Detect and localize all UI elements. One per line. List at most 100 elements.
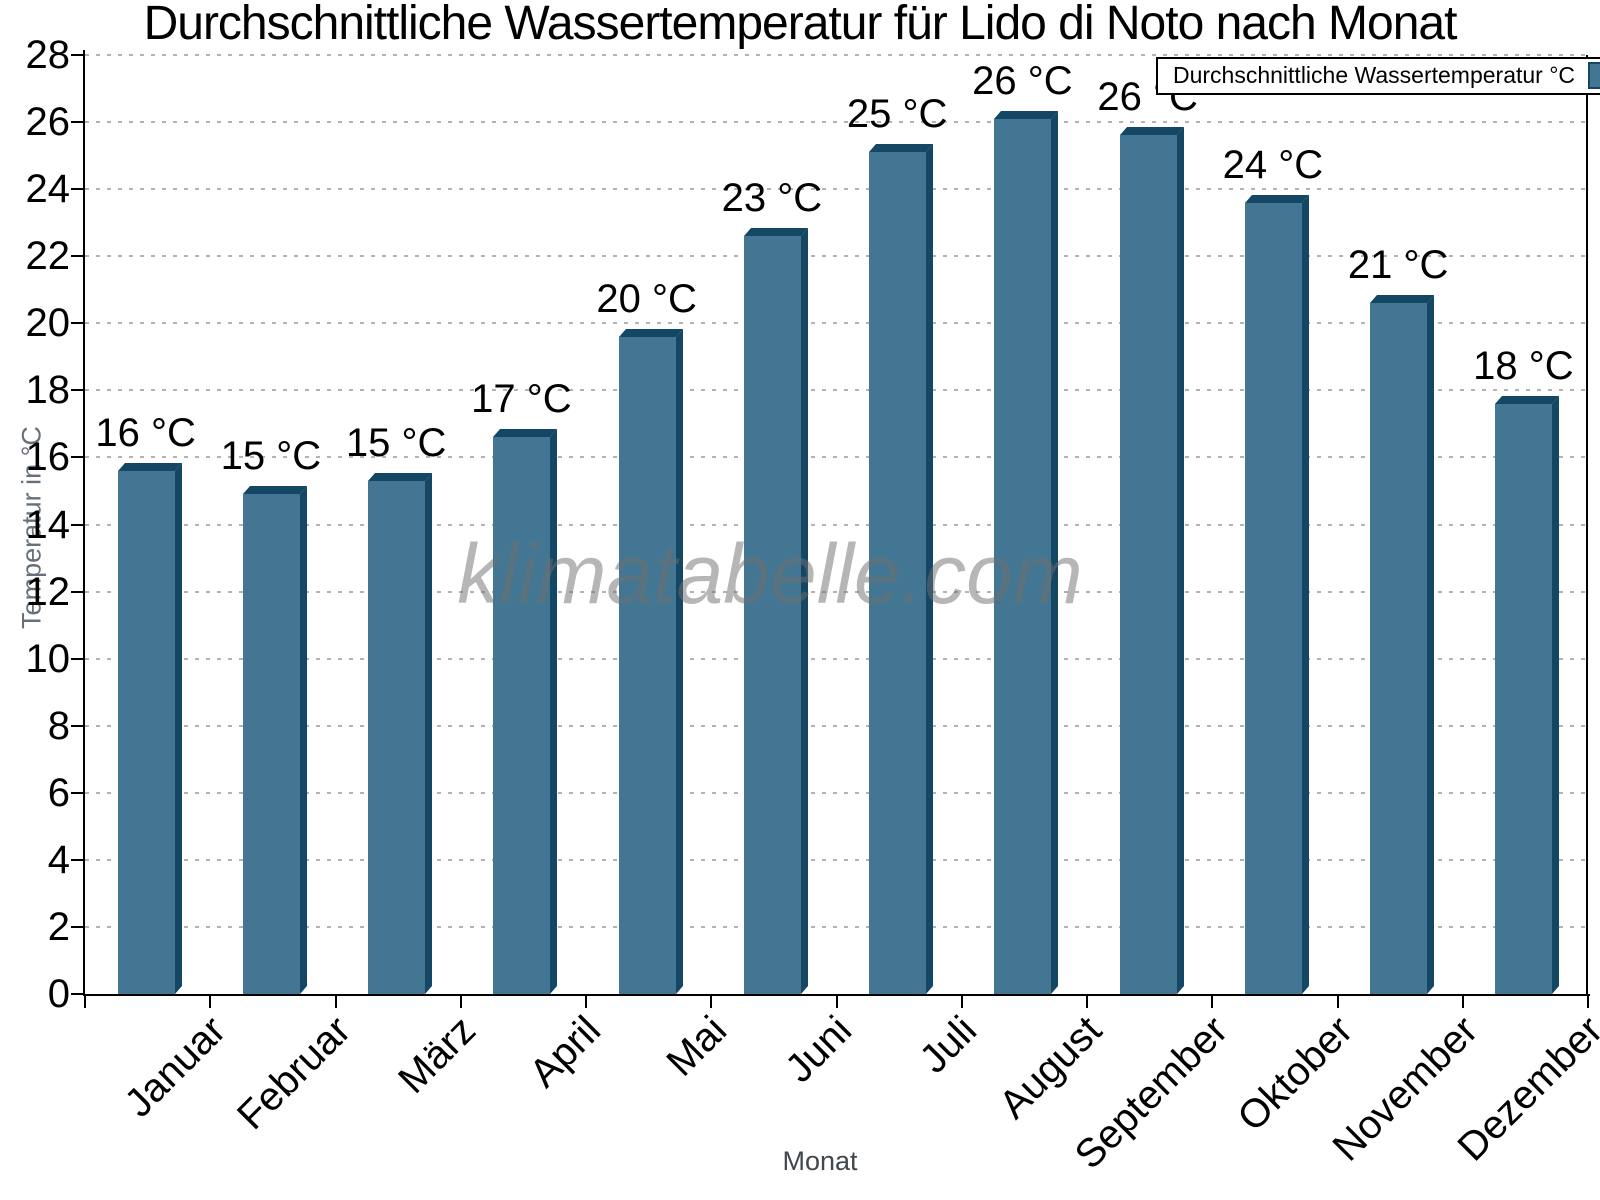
y-tick-label-18: 18 [25,368,71,413]
bar-face [117,470,175,994]
x-tick-9 [1211,995,1214,1008]
x-tick-0 [84,995,86,1008]
bar-top-bevel [1244,194,1309,203]
y-tick-label-10: 10 [25,636,71,681]
gridline-16 [85,456,1588,459]
bar-face [618,336,676,994]
bar-face [1495,403,1553,994]
bar-value-label-november: 21 °C [1347,243,1449,288]
gridline-4 [85,858,1588,861]
bar-side-bevel [299,486,307,994]
bar-top-bevel [869,144,934,153]
bar-face [493,437,551,994]
y-tick-22 [71,255,85,258]
y-tick-26 [71,121,85,124]
bar-side-bevel [800,228,808,994]
y-tick-8 [71,724,85,727]
y-tick-label-26: 26 [25,100,71,145]
y-tick-24 [71,188,85,191]
y-tick-label-8: 8 [47,703,70,748]
x-tick-5 [710,995,713,1008]
legend-swatch-icon [1588,62,1600,89]
bar-januar [117,462,182,994]
bar-top-bevel [1119,127,1184,136]
y-tick-label-12: 12 [25,569,71,614]
bar-side-bevel [550,429,558,994]
x-tick-2 [334,995,337,1008]
y-tick-label-28: 28 [25,33,71,77]
bar-face [994,118,1052,994]
bar-value-label-februar: 15 °C [220,434,322,479]
gridline-8 [85,724,1588,727]
bar-top-bevel [1495,395,1560,404]
bar-top-bevel [743,228,808,237]
bar-side-bevel [1427,295,1435,994]
y-tick-label-2: 2 [47,904,70,949]
x-tick-11 [1461,995,1464,1008]
bar-oktober [1244,194,1309,994]
y-tick-2 [71,925,85,928]
y-tick-label-0: 0 [47,972,70,1016]
gridline-26 [85,121,1588,124]
y-axis-line [83,50,85,996]
bar-value-label-juni: 23 °C [721,176,823,221]
plot-right-border [1586,55,1588,996]
bar-face [368,480,426,994]
bar-november [1370,295,1435,994]
gridline-28 [85,54,1588,56]
x-axis-title: Monat [782,1146,858,1176]
x-axis-line [83,994,1590,996]
bar-face [242,494,300,994]
bar-value-label-juli: 25 °C [846,92,948,137]
gridline-2 [85,925,1588,928]
y-tick-16 [71,456,85,459]
chart-title: Durchschnittliche Wassertemperatur für L… [143,0,1458,50]
x-tick-6 [835,995,838,1008]
bar-face [1370,303,1428,994]
bar-value-label-oktober: 24 °C [1222,142,1324,187]
bar-dezember [1495,395,1560,994]
bar-side-bevel [174,462,182,994]
y-tick-label-16: 16 [25,435,71,480]
bar-side-bevel [675,328,683,994]
y-tick-6 [71,791,85,794]
gridline-24 [85,188,1588,191]
bar-value-label-januar: 16 °C [95,410,196,455]
y-tick-0 [71,993,85,995]
bar-top-bevel [618,328,683,337]
y-tick-label-14: 14 [25,502,71,547]
bar-side-bevel [1301,194,1309,994]
bar-value-label-mai: 20 °C [596,276,697,321]
bar-september [1119,127,1184,994]
x-tick-4 [585,995,587,1008]
x-tick-10 [1336,995,1339,1008]
bar-märz [368,472,433,994]
x-tick-3 [459,995,462,1008]
y-tick-label-20: 20 [25,301,71,346]
gridline-20 [85,322,1588,325]
bar-august [994,110,1059,994]
y-tick-4 [71,858,85,861]
bar-value-label-august: 26 °C [972,58,1073,103]
x-tick-7 [960,995,963,1008]
y-tick-label-4: 4 [47,837,70,882]
bar-side-bevel [1051,110,1059,994]
gridline-14 [85,523,1588,526]
bar-top-bevel [1370,295,1435,304]
y-tick-label-22: 22 [25,234,71,279]
y-tick-14 [71,523,85,526]
x-tick-12 [1587,995,1589,1008]
gridline-10 [85,657,1588,660]
bar-value-label-april: 17 °C [471,377,572,422]
bar-februar [242,486,307,994]
gridline-18 [85,389,1588,392]
y-tick-label-24: 24 [25,167,71,212]
bar-april [493,429,558,994]
bar-side-bevel [1176,127,1184,994]
gridline-12 [85,590,1588,593]
gridline-22 [85,255,1588,258]
bar-side-bevel [425,472,433,994]
y-tick-18 [71,389,85,392]
y-tick-label-6: 6 [47,770,70,815]
